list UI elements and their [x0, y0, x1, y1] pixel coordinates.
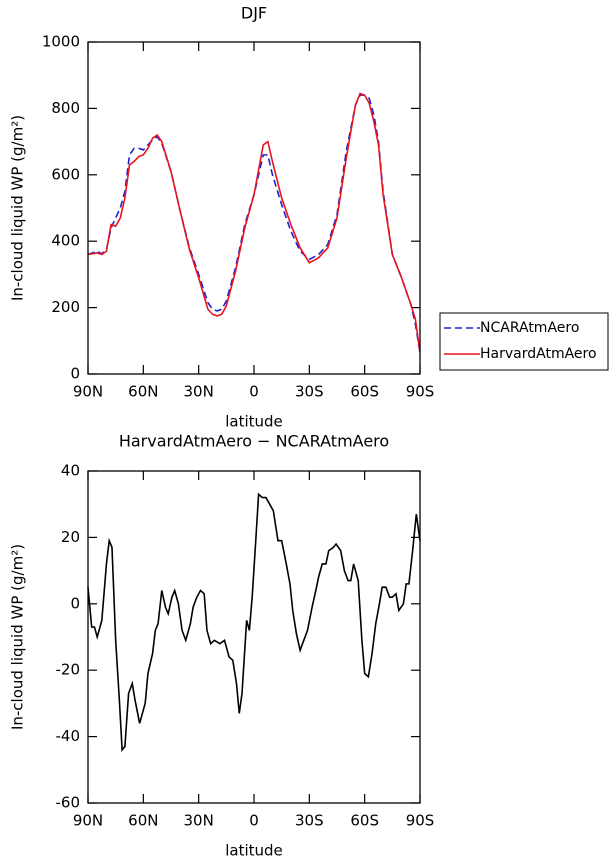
y-axis-label: In-cloud liquid WP (g/m²) — [9, 544, 27, 730]
y-tick-label: 0 — [70, 594, 80, 612]
y-tick-label: 20 — [61, 528, 80, 546]
legend-label: HarvardAtmAero — [480, 346, 597, 362]
legend-label: NCARAtmAero — [480, 320, 579, 336]
data-line — [87, 92, 421, 353]
x-axis-label: latitude — [225, 842, 283, 860]
y-tick-label: 40 — [61, 462, 80, 480]
x-tick-label: 0 — [249, 812, 259, 830]
x-tick-label: 90S — [406, 812, 435, 830]
x-tick-label: 30S — [295, 383, 324, 401]
x-tick-label: 90S — [406, 383, 435, 401]
x-axis-label: latitude — [225, 413, 283, 431]
chart-title: DJF — [241, 4, 267, 23]
y-tick-label: 400 — [51, 232, 80, 250]
plot-frame — [87, 470, 421, 804]
x-tick-label: 60N — [128, 383, 158, 401]
y-tick-label: 1000 — [42, 33, 80, 51]
y-tick-label: 200 — [51, 298, 80, 316]
legend-box — [439, 312, 609, 371]
y-tick-label: 0 — [70, 365, 80, 383]
y-axis-label: In-cloud liquid WP (g/m²) — [9, 115, 27, 301]
x-tick-label: 90N — [73, 383, 103, 401]
x-tick-label: 0 — [249, 383, 259, 401]
x-tick-label: 30N — [184, 383, 214, 401]
x-tick-label: 60S — [350, 383, 379, 401]
x-tick-label: 60S — [350, 812, 379, 830]
plot-frame — [87, 41, 421, 375]
x-tick-label: 60N — [128, 812, 158, 830]
x-tick-label: 90N — [73, 812, 103, 830]
y-tick-label: -40 — [56, 727, 81, 745]
y-tick-label: -60 — [56, 794, 81, 812]
x-tick-label: 30N — [184, 812, 214, 830]
y-tick-label: -20 — [56, 661, 81, 679]
chart-title: HarvardAtmAero − NCARAtmAero — [119, 432, 389, 451]
data-line — [87, 94, 421, 353]
data-line — [87, 492, 421, 752]
y-tick-label: 600 — [51, 165, 80, 183]
y-tick-label: 800 — [51, 99, 80, 117]
x-tick-label: 30S — [295, 812, 324, 830]
